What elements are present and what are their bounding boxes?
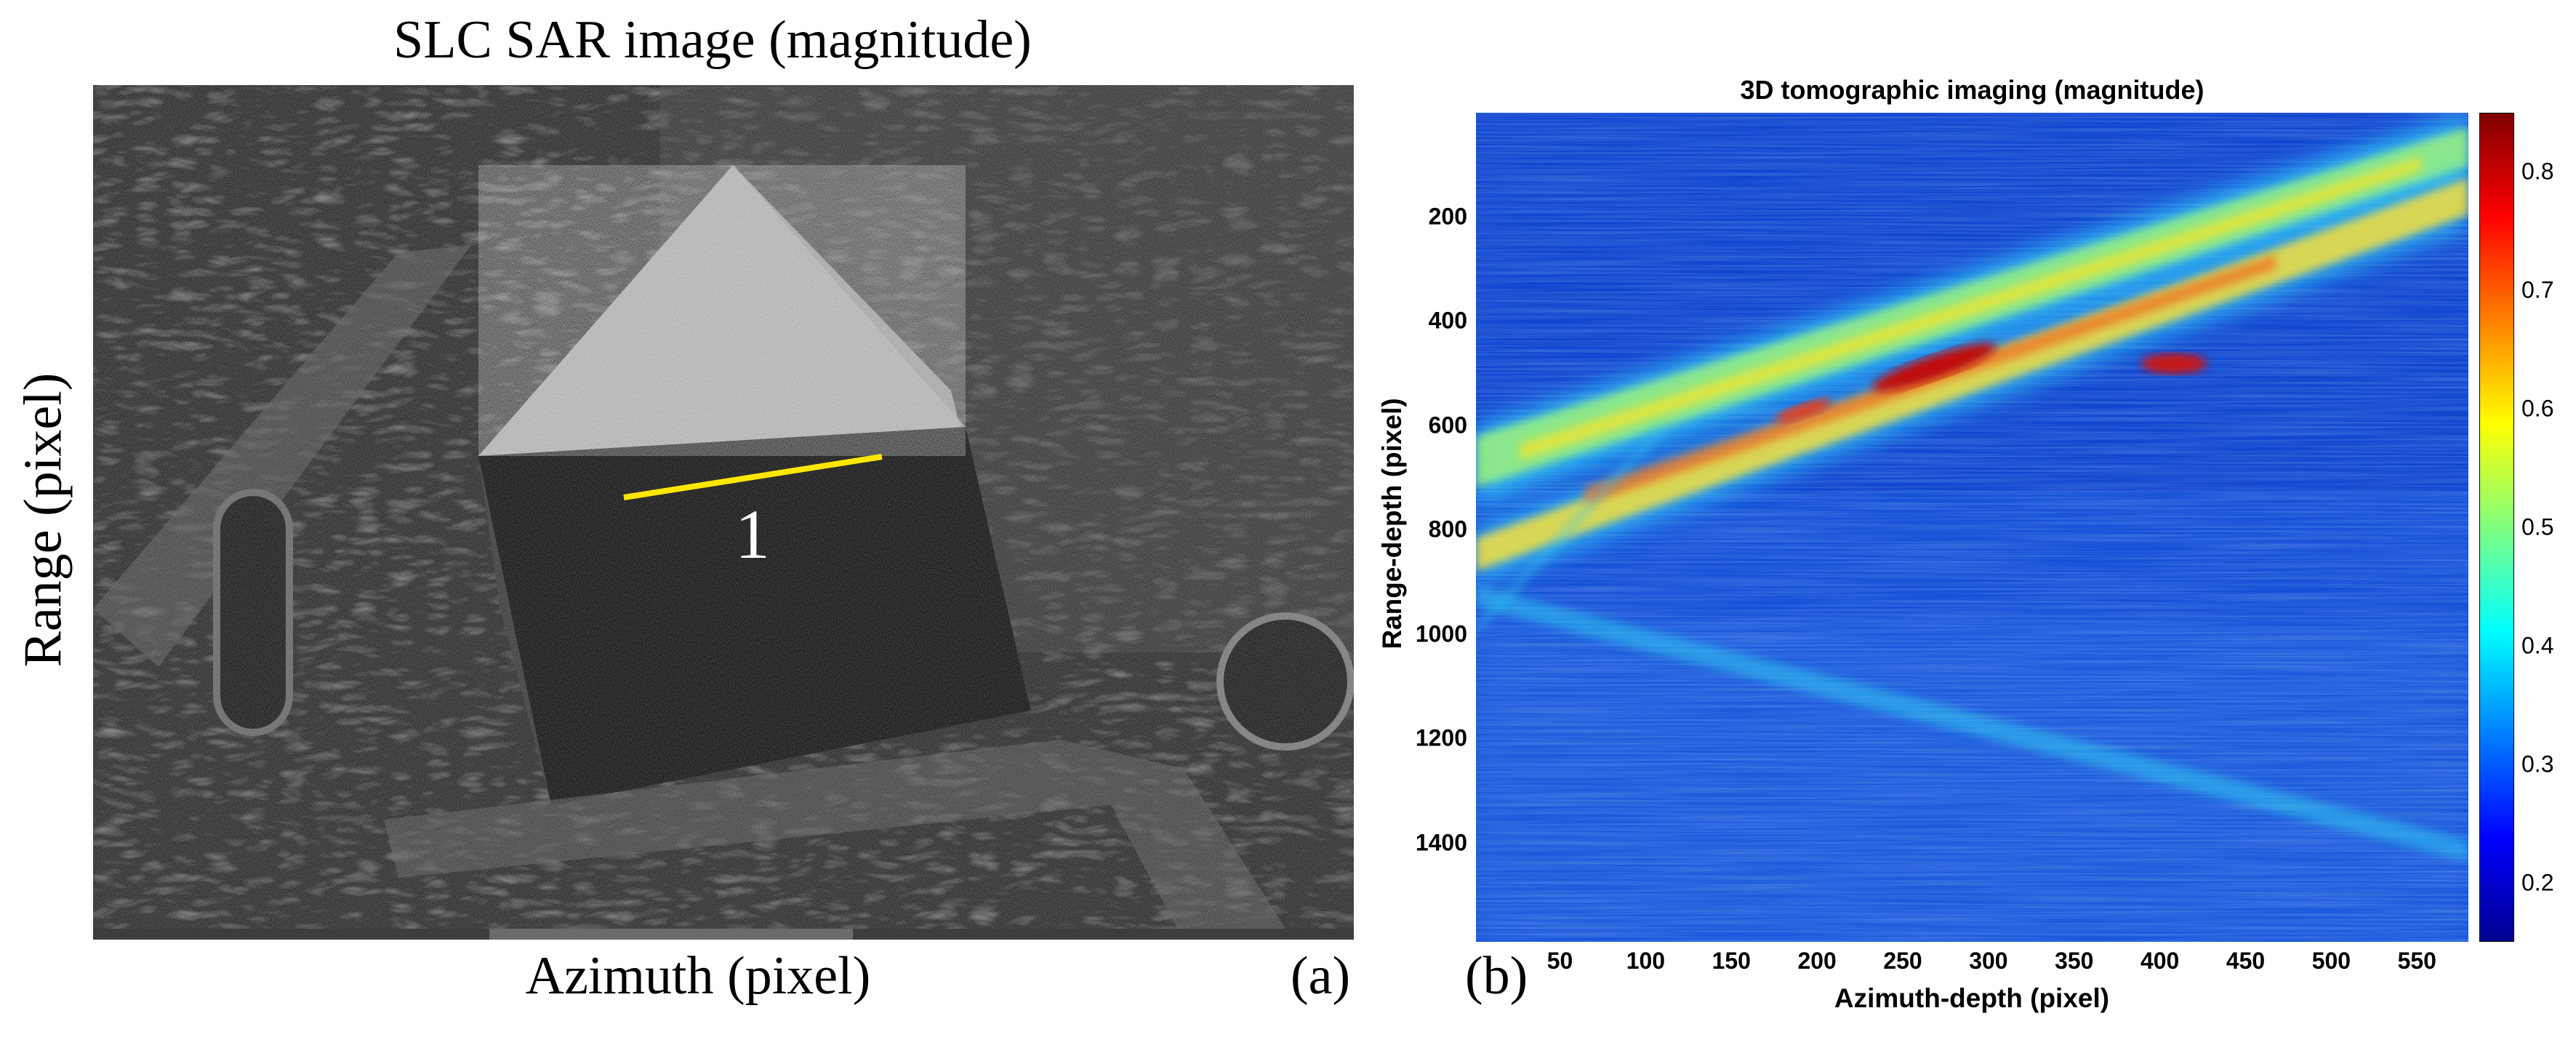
colorbar-tick-label: 0.7 xyxy=(2521,276,2554,303)
panel-label-a: (a) xyxy=(1291,946,1351,1006)
annotation-label: 1 xyxy=(735,495,770,573)
colorbar xyxy=(2479,113,2514,942)
x-tick-label: 200 xyxy=(1797,948,1837,974)
y-tick-label: 1200 xyxy=(1415,724,1467,751)
colorbar-tick-label: 0.6 xyxy=(2521,395,2554,422)
y-tick-label: 800 xyxy=(1428,516,1467,543)
x-tick-label: 500 xyxy=(2311,948,2351,974)
y-tick-label: 1400 xyxy=(1415,829,1467,856)
x-tick-label: 150 xyxy=(1712,948,1751,974)
x-tick-label: 400 xyxy=(2140,948,2180,974)
tomo-faint-line xyxy=(1476,425,1665,636)
y-tick-label: 600 xyxy=(1428,412,1467,439)
colorbar-tick-label: 0.8 xyxy=(2521,158,2554,185)
x-tick-label: 100 xyxy=(1626,948,1666,974)
sar-range-axis-label: Range (pixel) xyxy=(13,372,73,668)
tomo-band-upper-core xyxy=(1520,156,2421,460)
y-tick-label: 400 xyxy=(1428,307,1467,334)
annotation-line xyxy=(623,454,883,500)
colorbar-tick-label: 0.2 xyxy=(2521,869,2554,896)
tomo-hotspot-1 xyxy=(1871,343,1997,391)
x-tick-label: 350 xyxy=(2055,948,2094,974)
x-tick-label: 300 xyxy=(1969,948,2008,974)
sar-bottom-bar-highlight xyxy=(489,929,853,940)
colorbar-tick-label: 0.5 xyxy=(2521,513,2554,540)
tomo-x-axis-label: Azimuth-depth (pixel) xyxy=(1834,983,2110,1013)
sar-image-title: SLC SAR image (magnitude) xyxy=(393,10,1032,70)
tomo-hotspot-2 xyxy=(2141,353,2207,374)
y-tick-label: 200 xyxy=(1428,203,1467,230)
colorbar-tick-label: 0.3 xyxy=(2521,751,2554,777)
tomo-title: 3D tomographic imaging (magnitude) xyxy=(1740,75,2204,105)
colorbar-tick-label: 0.4 xyxy=(2521,632,2554,659)
pyramid-speckle xyxy=(478,165,966,456)
tomographic-image xyxy=(1476,113,2468,942)
sar-magnitude-image: 1 xyxy=(93,85,1354,940)
x-tick-label: 550 xyxy=(2397,948,2436,974)
colorbar-gradient xyxy=(2479,113,2514,942)
tomo-hotspot-3 xyxy=(1775,399,1831,423)
y-tick-label: 1000 xyxy=(1415,620,1467,647)
x-tick-label: 450 xyxy=(2226,948,2266,974)
tomo-y-axis-label: Range-depth (pixel) xyxy=(1377,398,1407,649)
sar-azimuth-axis-label: Azimuth (pixel) xyxy=(525,946,871,1006)
x-tick-label: 50 xyxy=(1546,948,1573,974)
tomo-diagonal-line xyxy=(1476,585,2468,862)
x-tick-label: 250 xyxy=(1883,948,1922,974)
panel-label-b: (b) xyxy=(1465,946,1528,1006)
